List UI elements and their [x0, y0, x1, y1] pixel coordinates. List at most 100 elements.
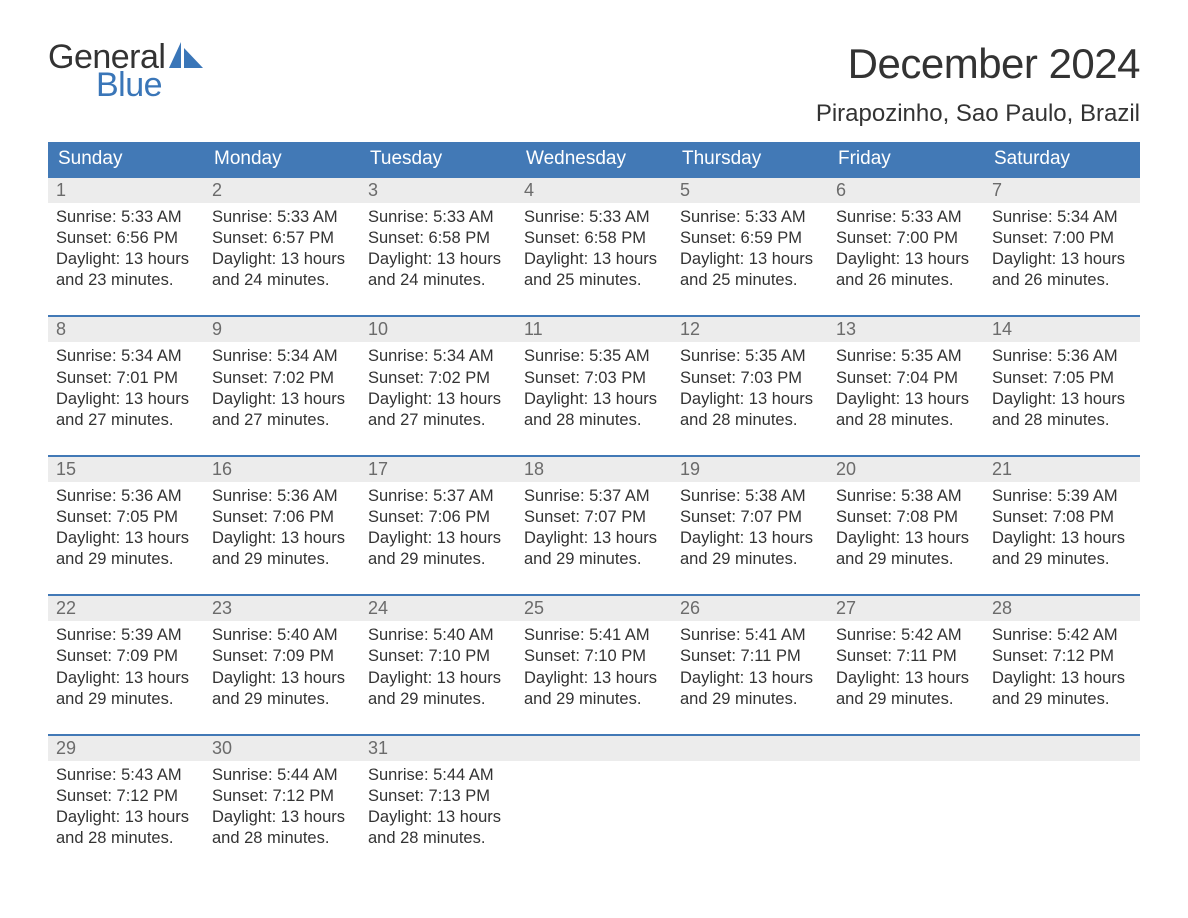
day-cell: Sunrise: 5:44 AMSunset: 7:12 PMDaylight:… — [204, 761, 360, 849]
daylight-line-1: Daylight: 13 hours — [212, 249, 352, 270]
weekday-header: Saturday — [984, 142, 1140, 176]
day-number: 28 — [984, 596, 1140, 621]
daylight-line-2: and 29 minutes. — [212, 689, 352, 710]
day-number: 9 — [204, 317, 360, 342]
day-cell: Sunrise: 5:42 AMSunset: 7:12 PMDaylight:… — [984, 621, 1140, 709]
sunrise-line: Sunrise: 5:36 AM — [56, 486, 196, 507]
day-cell: Sunrise: 5:41 AMSunset: 7:10 PMDaylight:… — [516, 621, 672, 709]
daynum-band: 15161718192021 — [48, 457, 1140, 482]
sunrise-line: Sunrise: 5:34 AM — [992, 207, 1132, 228]
daynum-band: 1234567 — [48, 178, 1140, 203]
daylight-line-1: Daylight: 13 hours — [680, 668, 820, 689]
daylight-line-1: Daylight: 13 hours — [56, 528, 196, 549]
daylight-line-2: and 23 minutes. — [56, 270, 196, 291]
weekday-header: Thursday — [672, 142, 828, 176]
sunset-line: Sunset: 7:04 PM — [836, 368, 976, 389]
daylight-line-1: Daylight: 13 hours — [368, 528, 508, 549]
daylight-line-1: Daylight: 13 hours — [836, 249, 976, 270]
sunset-line: Sunset: 7:01 PM — [56, 368, 196, 389]
daylight-line-2: and 29 minutes. — [524, 549, 664, 570]
day-number: 13 — [828, 317, 984, 342]
day-number: 1 — [48, 178, 204, 203]
daylight-line-1: Daylight: 13 hours — [524, 249, 664, 270]
day-number: 17 — [360, 457, 516, 482]
sunset-line: Sunset: 7:08 PM — [836, 507, 976, 528]
day-cell: Sunrise: 5:42 AMSunset: 7:11 PMDaylight:… — [828, 621, 984, 709]
sunset-line: Sunset: 6:58 PM — [368, 228, 508, 249]
daylight-line-2: and 26 minutes. — [836, 270, 976, 291]
daynum-band: 22232425262728 — [48, 596, 1140, 621]
day-number: 3 — [360, 178, 516, 203]
sunset-line: Sunset: 7:00 PM — [992, 228, 1132, 249]
week-row: 293031Sunrise: 5:43 AMSunset: 7:12 PMDay… — [48, 734, 1140, 849]
day-cell: Sunrise: 5:35 AMSunset: 7:03 PMDaylight:… — [672, 342, 828, 430]
sunrise-line: Sunrise: 5:34 AM — [212, 346, 352, 367]
daylight-line-2: and 24 minutes. — [368, 270, 508, 291]
day-cell: Sunrise: 5:33 AMSunset: 6:56 PMDaylight:… — [48, 203, 204, 291]
daylight-line-1: Daylight: 13 hours — [212, 528, 352, 549]
day-number: 22 — [48, 596, 204, 621]
sunset-line: Sunset: 7:06 PM — [368, 507, 508, 528]
daylight-line-1: Daylight: 13 hours — [836, 528, 976, 549]
day-cell: Sunrise: 5:35 AMSunset: 7:03 PMDaylight:… — [516, 342, 672, 430]
day-cell: Sunrise: 5:35 AMSunset: 7:04 PMDaylight:… — [828, 342, 984, 430]
week-row: 22232425262728Sunrise: 5:39 AMSunset: 7:… — [48, 594, 1140, 709]
daylight-line-1: Daylight: 13 hours — [680, 249, 820, 270]
daylight-line-2: and 28 minutes. — [992, 410, 1132, 431]
day-number: 31 — [360, 736, 516, 761]
daylight-line-2: and 24 minutes. — [212, 270, 352, 291]
day-cell — [984, 761, 1140, 849]
day-number: 29 — [48, 736, 204, 761]
daylight-line-2: and 29 minutes. — [992, 549, 1132, 570]
daylight-line-1: Daylight: 13 hours — [56, 249, 196, 270]
day-number: 8 — [48, 317, 204, 342]
sunset-line: Sunset: 7:05 PM — [992, 368, 1132, 389]
day-number: 5 — [672, 178, 828, 203]
weekday-header-row: SundayMondayTuesdayWednesdayThursdayFrid… — [48, 142, 1140, 176]
daylight-line-1: Daylight: 13 hours — [212, 389, 352, 410]
sunrise-line: Sunrise: 5:37 AM — [368, 486, 508, 507]
day-cell — [516, 761, 672, 849]
daylight-line-2: and 29 minutes. — [992, 689, 1132, 710]
day-cell: Sunrise: 5:33 AMSunset: 6:58 PMDaylight:… — [516, 203, 672, 291]
daylight-line-2: and 27 minutes. — [212, 410, 352, 431]
daylight-line-1: Daylight: 13 hours — [680, 528, 820, 549]
sunrise-line: Sunrise: 5:42 AM — [992, 625, 1132, 646]
sunrise-line: Sunrise: 5:35 AM — [680, 346, 820, 367]
day-cell: Sunrise: 5:36 AMSunset: 7:06 PMDaylight:… — [204, 482, 360, 570]
day-number: 27 — [828, 596, 984, 621]
title-block: December 2024 Pirapozinho, Sao Paulo, Br… — [816, 40, 1140, 128]
daylight-line-1: Daylight: 13 hours — [992, 389, 1132, 410]
sunset-line: Sunset: 7:02 PM — [368, 368, 508, 389]
sunset-line: Sunset: 7:11 PM — [680, 646, 820, 667]
sunset-line: Sunset: 7:07 PM — [524, 507, 664, 528]
daylight-line-2: and 28 minutes. — [680, 410, 820, 431]
daylight-line-2: and 28 minutes. — [56, 828, 196, 849]
day-cell: Sunrise: 5:37 AMSunset: 7:06 PMDaylight:… — [360, 482, 516, 570]
day-number: 23 — [204, 596, 360, 621]
location: Pirapozinho, Sao Paulo, Brazil — [816, 100, 1140, 128]
day-number: 21 — [984, 457, 1140, 482]
day-cell: Sunrise: 5:33 AMSunset: 7:00 PMDaylight:… — [828, 203, 984, 291]
day-cell: Sunrise: 5:33 AMSunset: 6:58 PMDaylight:… — [360, 203, 516, 291]
daylight-line-1: Daylight: 13 hours — [836, 668, 976, 689]
day-number: 30 — [204, 736, 360, 761]
day-cell: Sunrise: 5:33 AMSunset: 6:59 PMDaylight:… — [672, 203, 828, 291]
sunset-line: Sunset: 7:12 PM — [56, 786, 196, 807]
sunrise-line: Sunrise: 5:41 AM — [680, 625, 820, 646]
sunset-line: Sunset: 7:11 PM — [836, 646, 976, 667]
daylight-line-1: Daylight: 13 hours — [992, 528, 1132, 549]
daylight-line-1: Daylight: 13 hours — [368, 249, 508, 270]
page-title: December 2024 — [816, 40, 1140, 88]
sunrise-line: Sunrise: 5:33 AM — [212, 207, 352, 228]
sunrise-line: Sunrise: 5:33 AM — [56, 207, 196, 228]
day-cell — [828, 761, 984, 849]
daylight-line-1: Daylight: 13 hours — [992, 668, 1132, 689]
day-cell: Sunrise: 5:38 AMSunset: 7:07 PMDaylight:… — [672, 482, 828, 570]
sunrise-line: Sunrise: 5:33 AM — [680, 207, 820, 228]
day-cell: Sunrise: 5:40 AMSunset: 7:10 PMDaylight:… — [360, 621, 516, 709]
sunrise-line: Sunrise: 5:40 AM — [368, 625, 508, 646]
day-cell: Sunrise: 5:38 AMSunset: 7:08 PMDaylight:… — [828, 482, 984, 570]
sunset-line: Sunset: 7:07 PM — [680, 507, 820, 528]
day-number: 7 — [984, 178, 1140, 203]
